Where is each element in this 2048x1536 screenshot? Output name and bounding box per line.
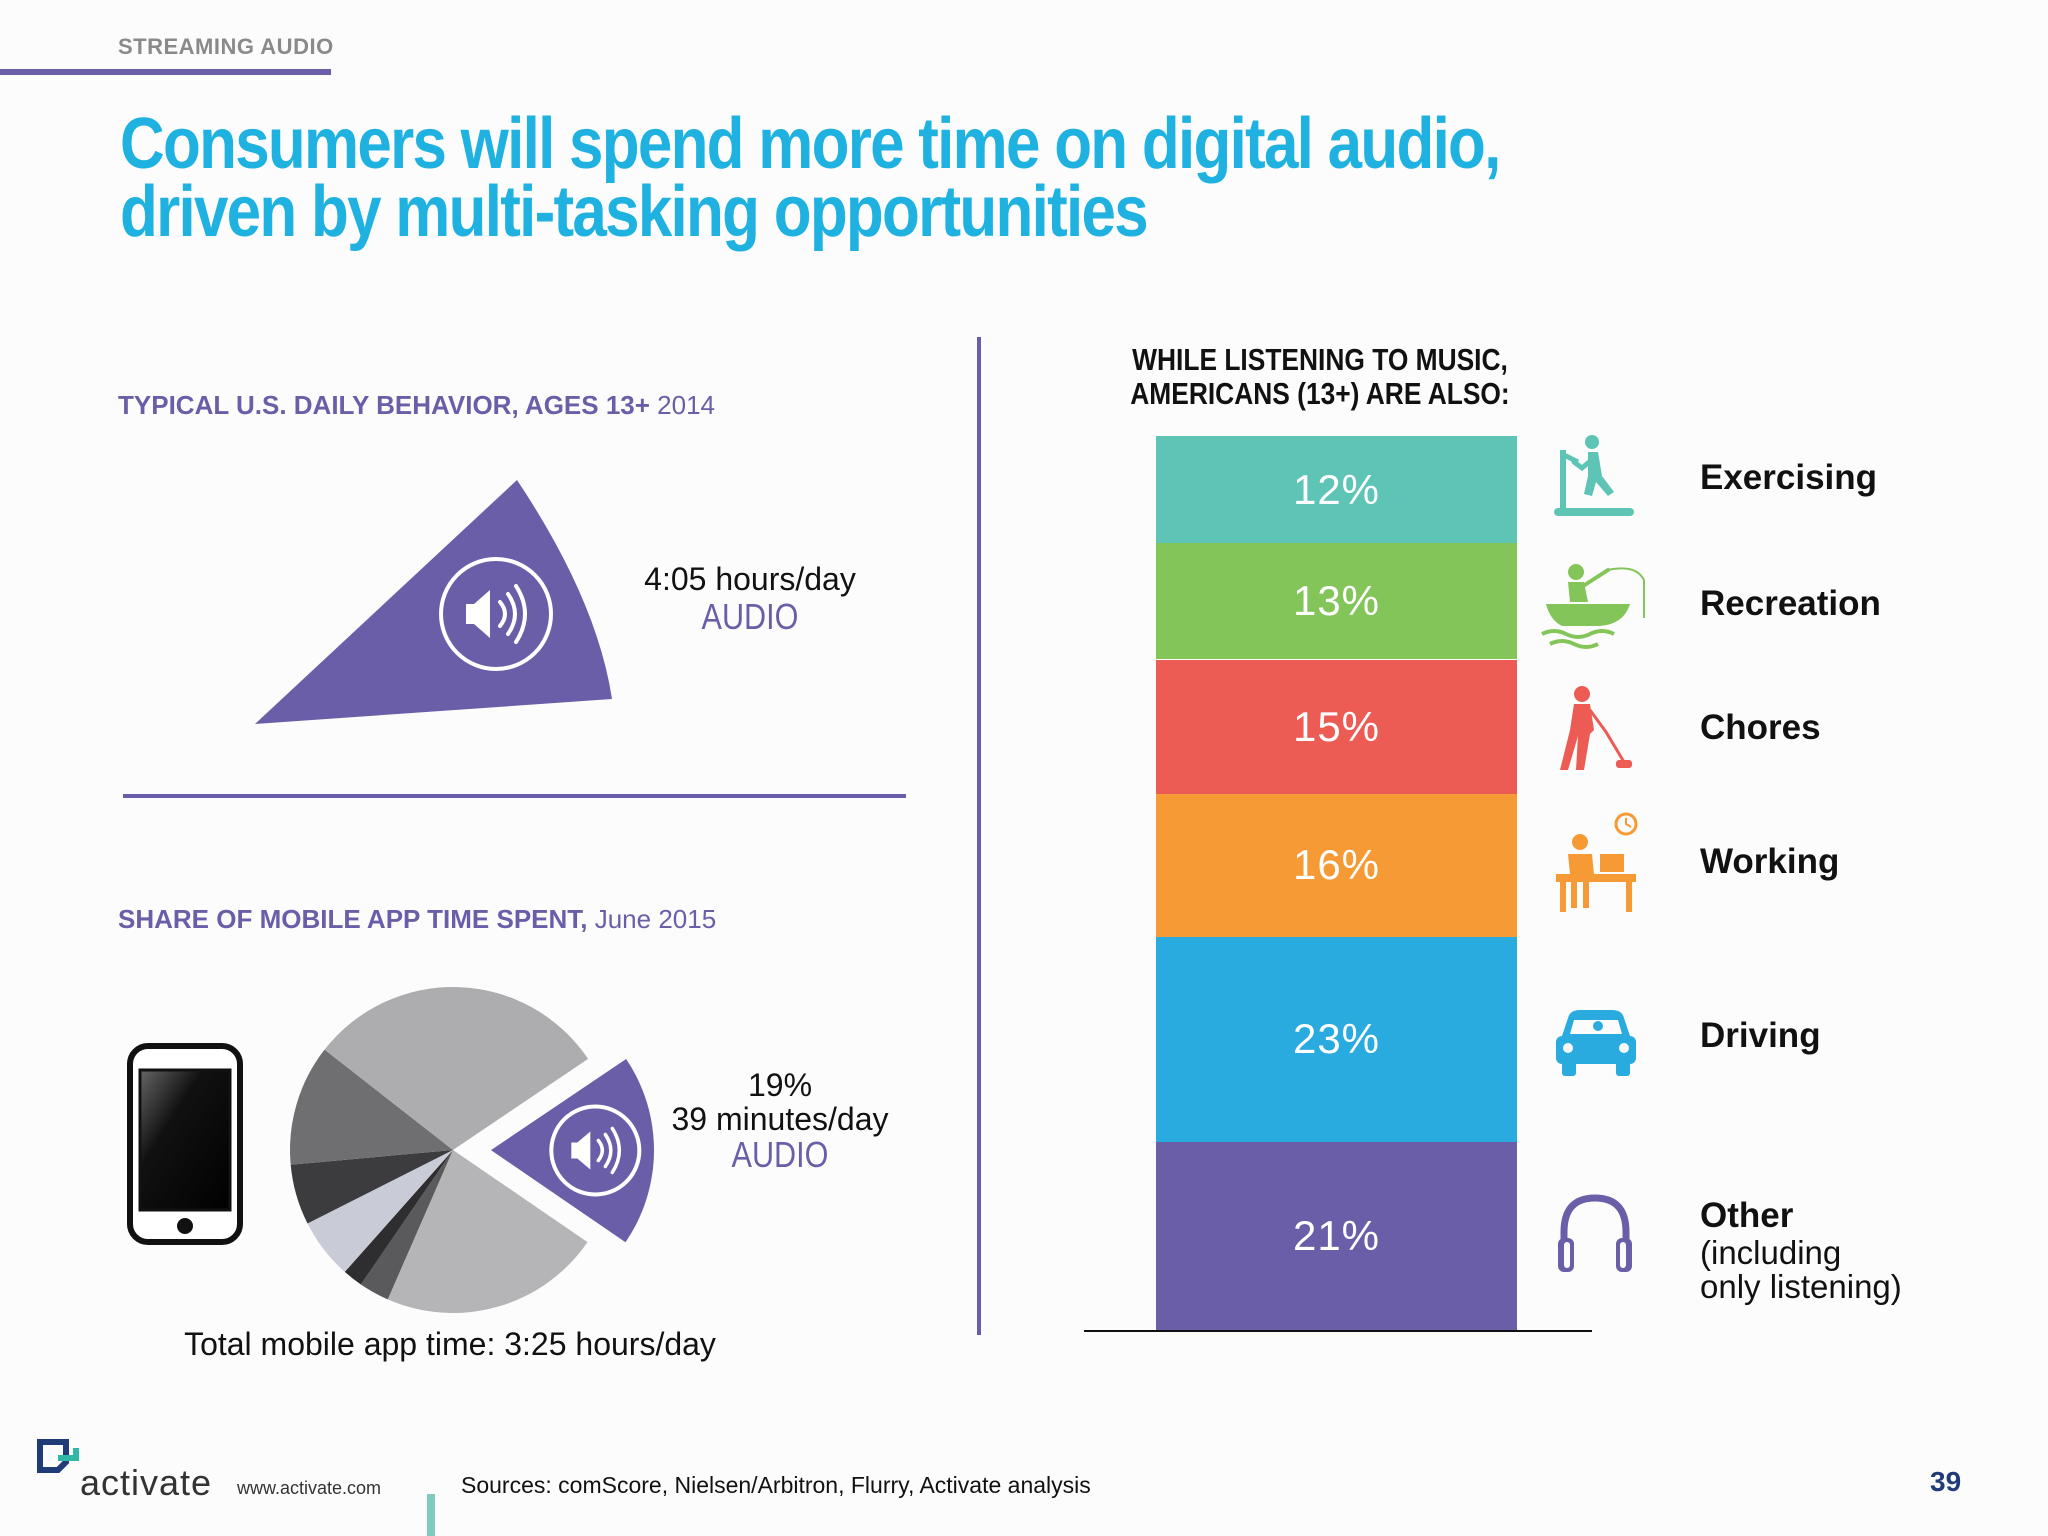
activities-heading: WHILE LISTENING TO MUSIC, AMERICANS (13+… — [1082, 343, 1558, 411]
mobile-share-subhead-date: June 2015 — [587, 904, 717, 934]
center-divider — [977, 337, 981, 1335]
bar-segment-driving: 23% — [1156, 936, 1517, 1143]
daily-behavior-subhead-year: 2014 — [649, 390, 716, 420]
footer-accent-bar — [427, 1494, 435, 1536]
speaker-icon — [439, 557, 553, 671]
car-icon — [1556, 1010, 1636, 1076]
page-number: 39 — [1930, 1466, 1962, 1497]
bar-value-label: 12% — [1292, 465, 1381, 513]
legend-other-label: Other — [1700, 1196, 1794, 1235]
pie-slice — [344, 1150, 453, 1285]
audio-minutes-per-day: 39 minutes/day — [671, 1101, 889, 1137]
pie-slice — [307, 1150, 453, 1272]
bar-baseline — [1084, 1330, 1592, 1332]
pie-slice — [387, 1150, 588, 1313]
bar-segment-other: 21% — [1156, 1142, 1517, 1330]
activate-logo-icon — [37, 1439, 79, 1473]
legend-other: Other (including only listening) — [1700, 1196, 1902, 1304]
legend-exercising: Exercising — [1700, 458, 1878, 497]
legend-chores: Chores — [1700, 708, 1821, 747]
bar-value-label: 23% — [1292, 1015, 1381, 1063]
section-label: STREAMING AUDIO — [118, 34, 334, 59]
activities-heading-line-2: AMERICANS (13+) ARE ALSO: — [1130, 376, 1510, 411]
audio-label: AUDIO — [701, 596, 799, 637]
legend-driving: Driving — [1700, 1016, 1821, 1055]
bar-value-label: 16% — [1292, 841, 1381, 889]
pie-slice — [324, 987, 589, 1150]
daily-behavior-subhead: TYPICAL U.S. DAILY BEHAVIOR, AGES 13+ 20… — [118, 390, 715, 421]
legend-working: Working — [1700, 842, 1840, 881]
left-divider — [123, 794, 906, 798]
bar-segment-chores: 15% — [1156, 659, 1517, 794]
speaker-icon — [549, 1104, 642, 1197]
bar-segment-working: 16% — [1156, 793, 1517, 937]
footer-url[interactable]: www.activate.com — [237, 1478, 382, 1498]
legend-other-sublabel-1: (including — [1700, 1234, 1842, 1271]
audio-slice-label: AUDIO — [731, 1134, 829, 1175]
mobile-share-subhead-bold: SHARE OF MOBILE APP TIME SPENT, — [118, 904, 588, 934]
pie-slice — [290, 1049, 453, 1165]
vacuum-person-icon — [1560, 686, 1632, 770]
treadmill-icon — [1554, 435, 1634, 516]
headphones-icon — [1558, 1194, 1632, 1272]
pie-slice — [360, 1150, 453, 1300]
pie-slice — [290, 1150, 453, 1224]
fishing-boat-icon — [1541, 564, 1645, 649]
desk-worker-icon — [1556, 812, 1638, 912]
bar-value-label: 21% — [1292, 1212, 1381, 1260]
legend-recreation: Recreation — [1700, 584, 1881, 623]
audio-hours-per-day: 4:05 hours/day — [644, 561, 856, 597]
mobile-share-subhead: SHARE OF MOBILE APP TIME SPENT, June 201… — [118, 904, 716, 935]
audio-wedge-shape — [255, 480, 612, 724]
footer-brand: activate — [80, 1462, 213, 1503]
audio-share-percent: 19% — [747, 1067, 813, 1103]
audio-time-wedge — [255, 480, 612, 724]
activities-heading-line-1: WHILE LISTENING TO MUSIC, — [1132, 342, 1508, 377]
bar-segment-recreation: 13% — [1156, 543, 1517, 660]
page-title: Consumers will spend more time on digita… — [120, 104, 1501, 252]
daily-behavior-subhead-bold: TYPICAL U.S. DAILY BEHAVIOR, AGES 13+ — [118, 390, 650, 420]
footer-sources: Sources: comScore, Nielsen/Arbitron, Flu… — [461, 1472, 1091, 1498]
mobile-app-time-pie — [290, 987, 654, 1313]
section-rule — [0, 69, 331, 75]
total-mobile-app-time: Total mobile app time: 3:25 hours/day — [184, 1326, 716, 1362]
bar-value-label: 15% — [1292, 702, 1381, 750]
legend-other-sublabel-2: only listening) — [1700, 1268, 1902, 1305]
bar-value-label: 13% — [1292, 577, 1381, 625]
bar-segment-exercising: 12% — [1156, 436, 1517, 544]
smartphone-icon — [127, 1043, 243, 1245]
